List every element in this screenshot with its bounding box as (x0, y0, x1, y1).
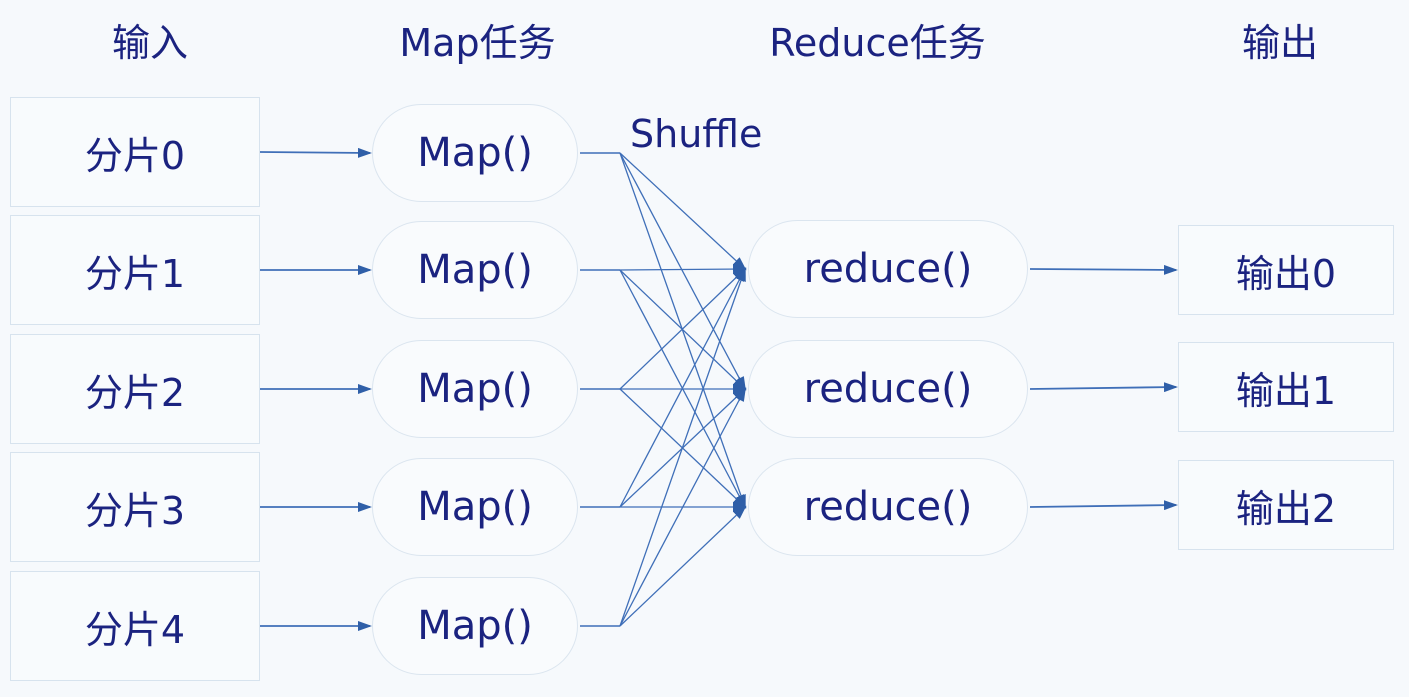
shuffle-edge (619, 267, 746, 508)
shuffle-edge (619, 267, 747, 390)
reduce-task-label: reduce() (803, 484, 973, 530)
header-output: 输出 (1241, 21, 1318, 65)
map-task-4: Map() (372, 577, 578, 675)
map-task-2: Map() (372, 340, 578, 438)
header-map: Map任务 (399, 21, 556, 65)
reduce-task-label: reduce() (803, 366, 973, 412)
input-split-label: 分片4 (84, 607, 186, 652)
input-split-label: 分片2 (84, 370, 186, 415)
reduce-task-label: reduce() (803, 246, 973, 292)
input-split-label: 分片1 (84, 251, 186, 296)
reduce-task-0: reduce() (748, 220, 1028, 318)
output-file-label: 输出1 (1235, 368, 1337, 413)
input-split-0: 分片0 (10, 97, 260, 207)
map-task-0: Map() (372, 104, 578, 202)
input-split-label: 分片3 (84, 488, 186, 533)
input-split-2: 分片2 (10, 334, 260, 444)
output-file-1: 输出1 (1178, 342, 1394, 432)
header-reduce: Reduce任务 (769, 21, 986, 65)
output-file-label: 输出2 (1235, 486, 1337, 531)
shuffle-edge (619, 267, 746, 627)
reduce-task-2: reduce() (748, 458, 1028, 556)
input-split-4: 分片4 (10, 571, 260, 681)
map-task-label: Map() (417, 130, 533, 176)
output-file-0: 输出0 (1178, 225, 1394, 315)
map-task-label: Map() (417, 366, 533, 412)
map-task-1: Map() (372, 221, 578, 319)
shuffle-edge (619, 505, 747, 627)
reduce-to-output-arrow (1029, 382, 1178, 393)
input-split-3: 分片3 (10, 452, 260, 562)
reduce-to-output-arrow (1029, 500, 1178, 511)
map-task-label: Map() (417, 603, 533, 649)
input-to-map-arrow (259, 147, 372, 158)
shuffle-label: Shuffle (630, 112, 763, 156)
output-file-2: 输出2 (1178, 460, 1394, 550)
map-task-label: Map() (417, 484, 533, 530)
shuffle-edge (619, 387, 746, 627)
shuffle-edge (619, 264, 747, 275)
header-input: 输入 (111, 21, 188, 65)
shuffle-edge (619, 152, 747, 271)
map-task-3: Map() (372, 458, 578, 556)
output-file-label: 输出0 (1235, 251, 1337, 296)
shuffle-edge (619, 152, 746, 391)
input-split-label: 分片0 (84, 133, 186, 178)
reduce-task-1: reduce() (748, 340, 1028, 438)
input-split-1: 分片1 (10, 215, 260, 325)
map-task-label: Map() (417, 247, 533, 293)
reduce-to-output-arrow (1029, 264, 1178, 275)
